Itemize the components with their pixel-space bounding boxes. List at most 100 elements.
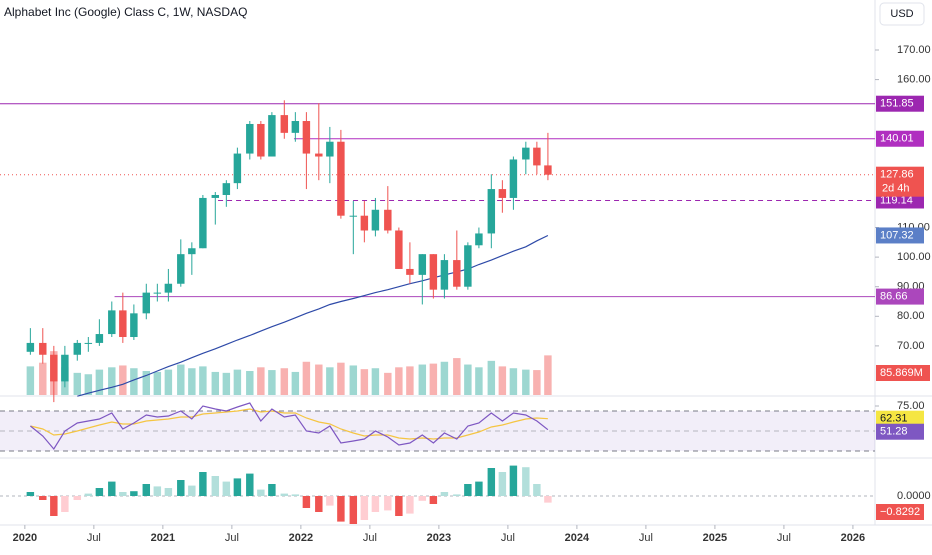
x-tick-label: Jul (225, 532, 239, 544)
volume-bar (360, 369, 369, 395)
rsi-value-label: 51.28 (880, 426, 908, 438)
level-label: 86.66 (880, 290, 908, 302)
volume-bar (522, 369, 530, 395)
volume-bar (130, 368, 138, 395)
macd-bar (50, 496, 58, 516)
rsi-value-box (876, 423, 924, 440)
volume-bar (315, 364, 323, 395)
candle-body (246, 123, 254, 154)
level-label: 140.01 (880, 133, 914, 145)
candle-body (360, 215, 369, 231)
chart-title: Alphabet Inc (Google) Class C, 1W, NASDA… (4, 5, 247, 19)
macd-bar (464, 484, 472, 496)
macd-bar (371, 496, 380, 512)
volume-bar (211, 371, 220, 395)
macd-bar (429, 496, 438, 504)
y-tick-label: 160.00 (897, 73, 931, 85)
level-label-box (876, 130, 924, 147)
x-tick-label: 2024 (565, 532, 590, 544)
macd-bar (177, 480, 185, 496)
macd-bar (302, 496, 311, 508)
candle-body (164, 283, 173, 293)
candle-body (222, 183, 231, 195)
volume-bar (73, 372, 82, 395)
macd-bar (39, 496, 47, 500)
candle-body (464, 245, 472, 287)
macd-bar (406, 496, 414, 514)
macd-bar (453, 494, 461, 496)
volume-bar (199, 366, 207, 395)
macd-bar (291, 494, 300, 496)
candle-body (153, 292, 162, 294)
volume-bar (177, 364, 185, 395)
macd-bar (533, 484, 541, 496)
candle-body (371, 209, 380, 231)
x-tick-label: Jul (501, 532, 515, 544)
macd-bar (395, 496, 403, 516)
candle-body (291, 121, 300, 133)
volume-bar (395, 367, 403, 395)
candle-body (84, 342, 93, 344)
rsi-tick-label: 75.00 (897, 400, 925, 412)
x-tick-label: Jul (777, 532, 791, 544)
volume-bar (533, 370, 541, 395)
volume-bar (475, 367, 483, 395)
candle-body (418, 254, 427, 275)
volume-bar (26, 366, 35, 395)
candle-body (509, 159, 518, 198)
ma-label: 107.32 (880, 229, 914, 241)
macd-bar (153, 486, 162, 496)
candle-body (177, 254, 185, 284)
rsi-line (30, 402, 549, 451)
volume-bar (384, 372, 392, 395)
x-tick-label: 2026 (841, 532, 865, 544)
macd-bar (61, 496, 69, 512)
volume-bar (440, 361, 449, 395)
macd-bar (498, 472, 507, 496)
candle-body (302, 121, 311, 154)
volume-bar (108, 367, 116, 395)
currency-label[interactable]: USD (890, 8, 913, 20)
macd-bar (349, 496, 358, 524)
macd-tick-label: 0.0000 (897, 490, 931, 502)
candle-body (498, 189, 507, 198)
candle-body (119, 310, 127, 338)
ma-label-box (876, 227, 924, 244)
volume-bar (509, 368, 518, 395)
x-tick-label: 2021 (151, 532, 175, 544)
candle-body (475, 233, 483, 246)
volume-bar (418, 364, 427, 395)
currency-button[interactable] (879, 2, 925, 26)
candle-body (61, 354, 69, 382)
level-label: 119.14 (880, 194, 913, 206)
candle-body (487, 189, 496, 234)
macd-bar (440, 492, 449, 496)
candle-body (429, 254, 438, 290)
candle-body (315, 153, 323, 157)
volume-bar (544, 355, 552, 395)
candle-body (211, 194, 220, 198)
macd-bar (384, 496, 392, 511)
candle-body (522, 147, 530, 160)
candle-body (349, 215, 358, 217)
candle-body (130, 313, 138, 338)
volume-bar (453, 358, 461, 395)
macd-bar (211, 476, 220, 496)
volume-bar (84, 374, 93, 395)
last-price-label: 127.86 (880, 169, 914, 181)
candle-body (533, 147, 541, 166)
macd-bar (142, 484, 151, 496)
macd-bar (73, 496, 82, 500)
volume-bar (164, 369, 173, 395)
macd-bar (522, 467, 530, 496)
volume-bar (119, 365, 127, 395)
candle-body (544, 165, 552, 175)
x-tick-label: 2020 (13, 532, 37, 544)
macd-bar (418, 496, 427, 501)
macd-bar (544, 496, 552, 503)
candle-body (280, 115, 289, 133)
volume-bar (233, 369, 242, 395)
macd-bar (199, 472, 207, 496)
x-tick-label: Jul (639, 532, 653, 544)
